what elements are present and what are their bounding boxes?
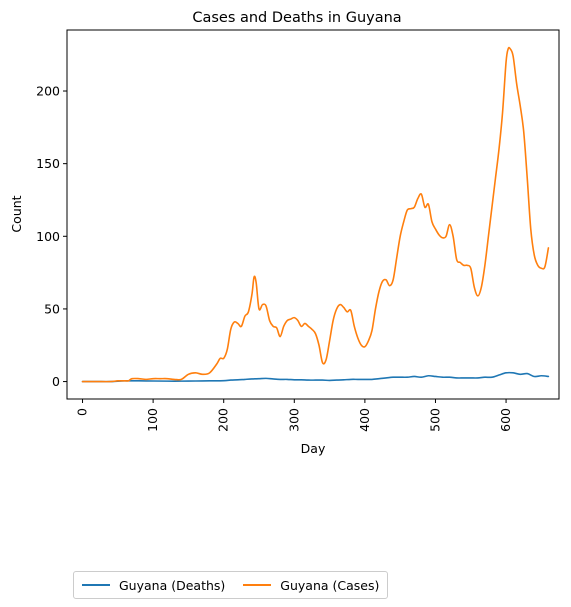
- legend-item-deaths: Guyana (Deaths): [82, 578, 225, 593]
- x-tick-label: 600: [498, 408, 513, 432]
- x-tick-label: 400: [357, 408, 372, 432]
- legend: Guyana (Deaths) Guyana (Cases): [73, 571, 389, 599]
- series-line-cases: [81, 46, 550, 383]
- legend-swatch-deaths: [82, 584, 110, 586]
- y-tick-label: 150: [36, 156, 60, 171]
- legend-swatch-cases: [243, 584, 272, 586]
- y-tick-label: 0: [52, 374, 60, 389]
- chart-title: Cases and Deaths in Guyana: [192, 10, 401, 26]
- plot-frame: [66, 29, 560, 400]
- y-tick-label: 100: [36, 229, 60, 244]
- legend-item-cases: Guyana (Cases): [243, 578, 379, 593]
- y-tick-label: 50: [44, 301, 60, 316]
- x-axis-label: Day: [301, 441, 326, 456]
- x-tick-label: 0: [75, 408, 90, 416]
- y-axis-label: Count: [9, 195, 24, 232]
- legend-label-deaths: Guyana (Deaths): [119, 577, 226, 593]
- x-tick-label: 100: [145, 408, 160, 432]
- x-tick-label: 200: [216, 408, 231, 432]
- y-tick-label: 200: [36, 84, 60, 99]
- x-tick-label: 500: [427, 408, 442, 432]
- y-axis: 0 50 100 150 200: [36, 84, 67, 389]
- series-line-deaths: [81, 371, 550, 383]
- series-layer: [81, 46, 550, 383]
- x-axis: 0 100 200 300 400 500 600: [75, 399, 513, 432]
- x-tick-label: 300: [286, 408, 301, 432]
- legend-label-cases: Guyana (Cases): [280, 577, 380, 593]
